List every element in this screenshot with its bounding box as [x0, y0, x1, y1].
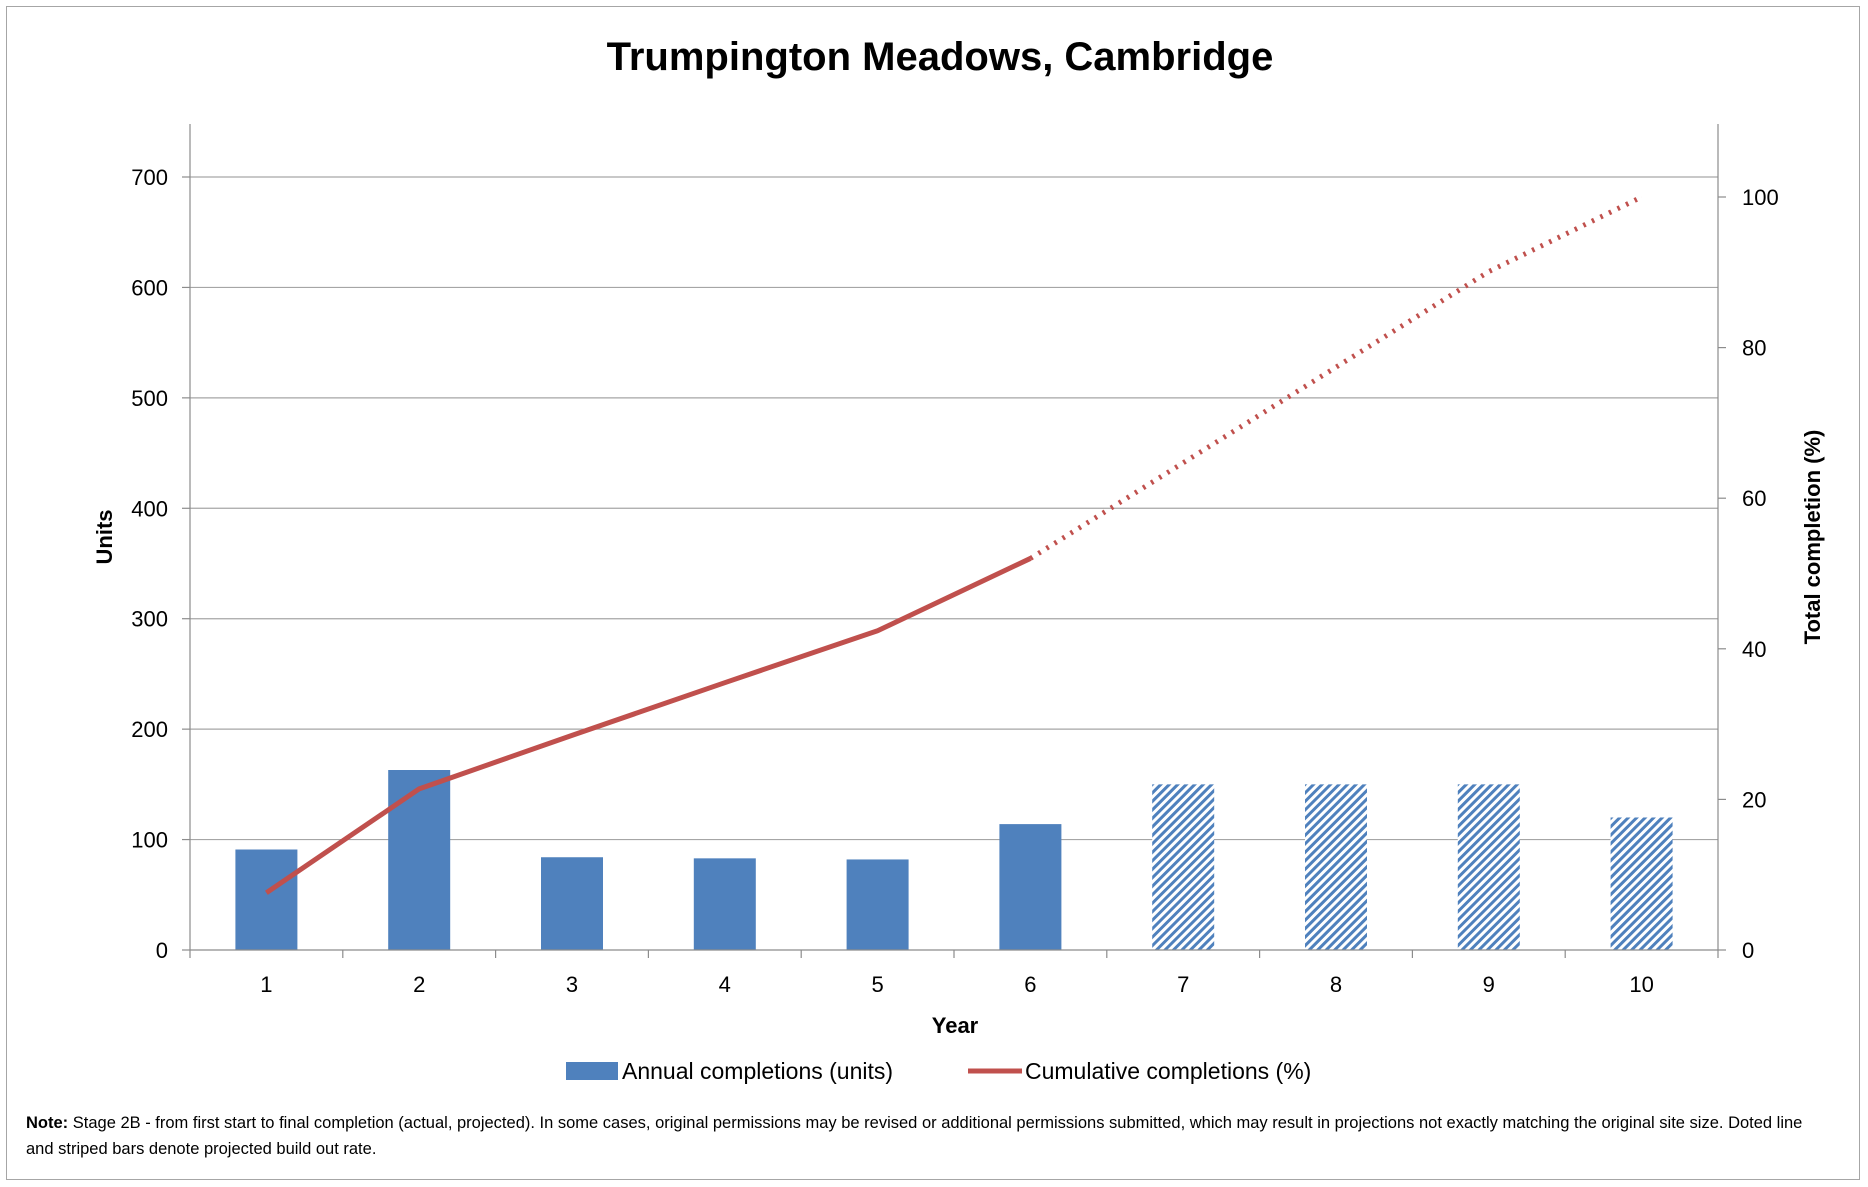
bar [541, 857, 603, 950]
x-tick-label: 6 [1024, 972, 1036, 997]
y-axis-title: Units [92, 510, 117, 565]
bar [693, 858, 756, 950]
x-tick-label: 3 [566, 972, 578, 997]
y2-tick-label: 80 [1742, 336, 1766, 361]
x-tick-label: 2 [413, 972, 425, 997]
legend: Annual completions (units) Cumulative co… [566, 1058, 1311, 1084]
chart-frame [6, 6, 1860, 1180]
y2-tick-label: 40 [1742, 637, 1766, 662]
y2-tick-label: 20 [1742, 787, 1766, 812]
y2-tick-label: 100 [1742, 185, 1779, 210]
line-actual [264, 556, 1032, 895]
y-tick-label: 700 [131, 165, 168, 190]
x-tick-label: 1 [260, 972, 272, 997]
bar [846, 859, 909, 950]
y-tick-label: 500 [131, 386, 168, 411]
bar-projected [1152, 784, 1215, 950]
bar-projected [1457, 784, 1520, 950]
y-tick-label: 100 [131, 828, 168, 853]
x-tick-label: 8 [1330, 972, 1342, 997]
y-tick-label: 0 [156, 938, 168, 963]
y2-tick-label: 60 [1742, 486, 1766, 511]
y-tick-label: 600 [131, 275, 168, 300]
tick-labels: 0 100 200 300 400 500 600 700 0 20 40 60 80 100 1 2 3 4 5 6… [131, 165, 1778, 997]
axes [182, 124, 1726, 958]
legend-label-line: Cumulative completions (%) [1025, 1058, 1311, 1084]
bar [999, 824, 1062, 950]
gridlines [190, 176, 1718, 841]
line-series [264, 194, 1643, 895]
footnote: Note: Stage 2B - from first start to fin… [26, 1110, 1826, 1162]
y2-tick-label: 0 [1742, 938, 1754, 963]
bar-series [235, 770, 1673, 950]
line-projected [1029, 194, 1643, 561]
legend-swatch-bars [566, 1062, 618, 1080]
bar-projected [1305, 784, 1367, 950]
y-tick-label: 400 [131, 496, 168, 521]
x-tick-label: 4 [719, 972, 731, 997]
legend-label-bars: Annual completions (units) [622, 1058, 893, 1084]
bar [235, 849, 298, 950]
x-tick-label: 5 [871, 972, 883, 997]
chart-title: Trumpington Meadows, Cambridge [607, 35, 1274, 79]
x-axis-title: Year [932, 1013, 979, 1038]
bar [388, 770, 451, 950]
y2-axis-title: Total completion (%) [1800, 430, 1825, 645]
x-tick-label: 7 [1177, 972, 1189, 997]
y-tick-label: 200 [131, 717, 168, 742]
x-tick-label: 10 [1629, 972, 1653, 997]
note-label: Note: [26, 1114, 69, 1132]
y-tick-label: 300 [131, 607, 168, 632]
x-tick-label: 9 [1483, 972, 1495, 997]
note-text: Stage 2B - from first start to final com… [26, 1114, 1803, 1158]
bar-projected [1610, 817, 1673, 950]
